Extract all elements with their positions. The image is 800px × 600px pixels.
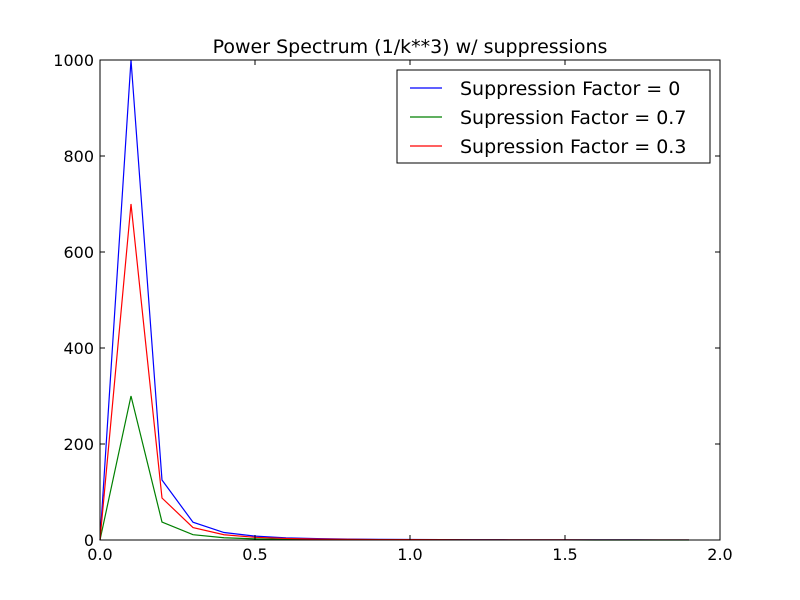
chart-title: Power Spectrum (1/k**3) w/ suppressions [213, 36, 608, 58]
axis-ticks: 0.0 0.5 1.0 1.5 2.0 0 200 400 600 800 1000 [53, 51, 732, 564]
y-tick-label: 400 [63, 339, 94, 358]
y-tick-label: 0 [84, 531, 94, 550]
legend-label-2: Supression Factor = 0.3 [460, 136, 686, 158]
legend-box [396, 69, 711, 164]
x-tick-label: 0.5 [242, 545, 267, 564]
y-tick-label: 800 [63, 147, 94, 166]
y-tick-label: 600 [63, 243, 94, 262]
legend-label-0: Suppression Factor = 0 [460, 78, 680, 100]
x-tick-label: 0.0 [87, 545, 112, 564]
y-tick-label: 200 [63, 435, 94, 454]
x-tick-label: 2.0 [707, 545, 732, 564]
legend-label-1: Supression Factor = 0.7 [460, 107, 686, 129]
y-tick-label: 1000 [53, 51, 94, 70]
legend: Suppression Factor = 0 Supression Factor … [396, 69, 711, 164]
x-tick-label: 1.5 [552, 545, 577, 564]
x-tick-label: 1.0 [397, 545, 422, 564]
